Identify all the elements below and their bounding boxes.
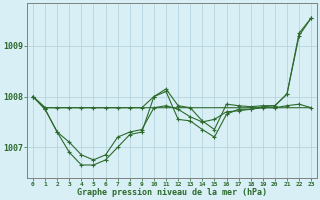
X-axis label: Graphe pression niveau de la mer (hPa): Graphe pression niveau de la mer (hPa): [77, 188, 267, 197]
